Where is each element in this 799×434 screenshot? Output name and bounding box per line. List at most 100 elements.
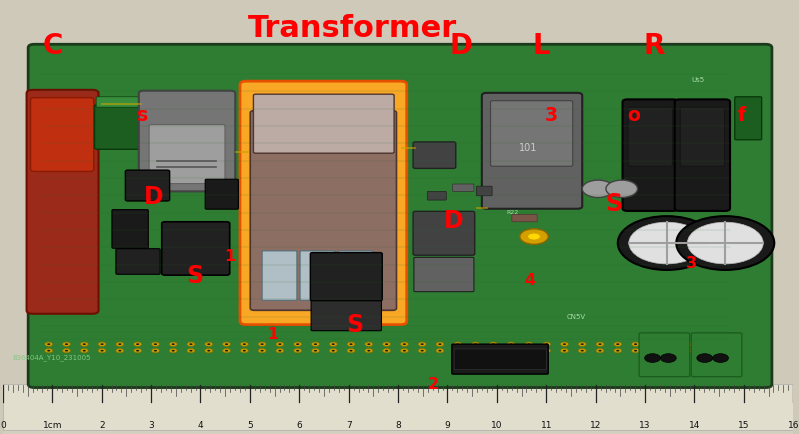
Circle shape	[276, 349, 284, 353]
Circle shape	[616, 343, 619, 345]
Text: f: f	[738, 106, 746, 125]
Circle shape	[332, 343, 335, 345]
Circle shape	[225, 343, 229, 345]
Circle shape	[258, 342, 266, 346]
Circle shape	[101, 343, 104, 345]
Circle shape	[172, 343, 175, 345]
FancyBboxPatch shape	[622, 99, 678, 211]
Circle shape	[436, 342, 444, 346]
Text: 2: 2	[427, 377, 439, 392]
Text: S: S	[347, 313, 364, 338]
Circle shape	[598, 343, 602, 345]
Circle shape	[614, 349, 622, 353]
Circle shape	[365, 349, 373, 353]
Circle shape	[47, 350, 50, 352]
FancyBboxPatch shape	[250, 111, 396, 310]
Circle shape	[329, 349, 337, 353]
Text: S: S	[605, 192, 622, 216]
Circle shape	[45, 342, 53, 346]
Circle shape	[385, 343, 388, 345]
Circle shape	[400, 349, 408, 353]
FancyBboxPatch shape	[125, 170, 169, 201]
Circle shape	[543, 342, 551, 346]
Circle shape	[560, 342, 568, 346]
Circle shape	[420, 350, 423, 352]
Text: R: R	[643, 32, 665, 59]
Circle shape	[225, 350, 229, 352]
Circle shape	[697, 354, 713, 362]
Circle shape	[439, 350, 442, 352]
FancyBboxPatch shape	[310, 253, 382, 301]
Circle shape	[507, 342, 515, 346]
Circle shape	[385, 350, 388, 352]
Circle shape	[510, 343, 513, 345]
Text: 15: 15	[738, 421, 749, 430]
Text: 13: 13	[639, 421, 651, 430]
Circle shape	[507, 349, 515, 353]
Circle shape	[578, 342, 586, 346]
Circle shape	[650, 349, 658, 353]
Circle shape	[314, 343, 317, 345]
Circle shape	[47, 343, 50, 345]
Circle shape	[474, 350, 477, 352]
Circle shape	[314, 350, 317, 352]
Circle shape	[101, 350, 104, 352]
Circle shape	[154, 350, 157, 352]
Circle shape	[278, 350, 281, 352]
Circle shape	[152, 349, 159, 353]
Circle shape	[632, 349, 639, 353]
Circle shape	[706, 350, 708, 352]
Circle shape	[489, 349, 497, 353]
Circle shape	[81, 342, 88, 346]
Circle shape	[645, 354, 661, 362]
Circle shape	[598, 350, 602, 352]
Text: 101: 101	[519, 142, 538, 153]
Text: s: s	[137, 106, 149, 125]
Text: D: D	[144, 185, 163, 210]
Text: 3: 3	[544, 106, 558, 125]
Text: 10: 10	[491, 421, 503, 430]
FancyBboxPatch shape	[338, 251, 373, 300]
Circle shape	[706, 343, 708, 345]
Circle shape	[596, 349, 604, 353]
Circle shape	[368, 350, 371, 352]
FancyBboxPatch shape	[680, 107, 725, 166]
Text: 9: 9	[444, 421, 451, 430]
Circle shape	[545, 343, 548, 345]
Circle shape	[582, 180, 614, 197]
Circle shape	[400, 342, 408, 346]
Circle shape	[383, 342, 391, 346]
Circle shape	[332, 350, 335, 352]
FancyBboxPatch shape	[262, 251, 297, 300]
Text: 5: 5	[247, 421, 252, 430]
Circle shape	[687, 222, 763, 264]
Circle shape	[454, 349, 462, 353]
FancyBboxPatch shape	[240, 81, 407, 325]
FancyBboxPatch shape	[116, 249, 160, 274]
Circle shape	[687, 350, 690, 352]
Circle shape	[62, 342, 70, 346]
Circle shape	[169, 342, 177, 346]
Text: 12: 12	[590, 421, 602, 430]
Text: 4: 4	[524, 273, 535, 288]
Circle shape	[260, 350, 264, 352]
Circle shape	[312, 349, 320, 353]
Text: 3: 3	[686, 256, 697, 271]
Circle shape	[454, 342, 462, 346]
Text: S: S	[186, 263, 204, 288]
Circle shape	[136, 350, 139, 352]
FancyBboxPatch shape	[735, 97, 761, 140]
Circle shape	[189, 343, 193, 345]
Circle shape	[296, 350, 300, 352]
FancyBboxPatch shape	[482, 93, 582, 209]
Text: CN5V: CN5V	[566, 314, 586, 320]
Circle shape	[207, 350, 210, 352]
FancyBboxPatch shape	[628, 107, 672, 166]
Circle shape	[614, 342, 622, 346]
Circle shape	[189, 350, 193, 352]
FancyBboxPatch shape	[476, 186, 492, 196]
Circle shape	[652, 350, 655, 352]
Circle shape	[329, 342, 337, 346]
Circle shape	[527, 233, 540, 240]
FancyBboxPatch shape	[205, 179, 238, 209]
